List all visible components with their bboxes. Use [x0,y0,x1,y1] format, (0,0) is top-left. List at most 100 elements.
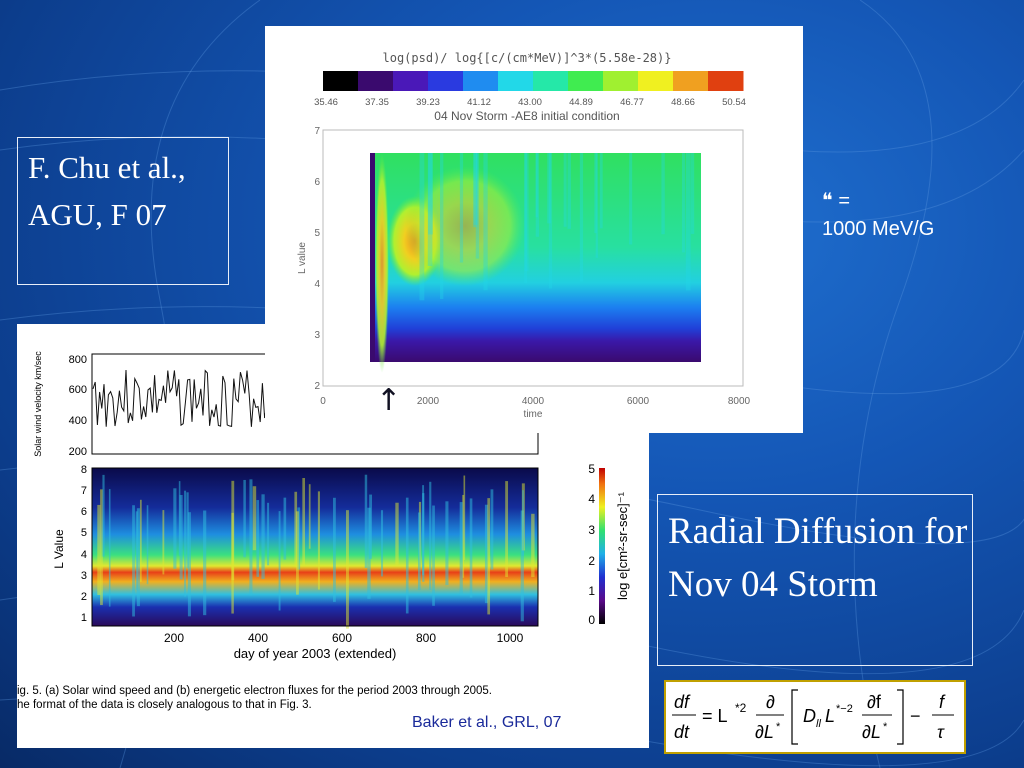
flux-spike [252,486,257,551]
flux-ytick: 8 [81,464,87,476]
flux-spike [345,510,349,629]
solar-wind-trace [92,369,268,428]
eq-minus: − [910,706,921,726]
sim-subtitle: 04 Nov Storm -AE8 initial condition [434,109,619,123]
flux-spike [395,502,399,565]
solar-wind-ylabel: Solar wind velocity km/sec [33,351,43,457]
flux-spike [231,480,235,581]
flux-ytick: 5 [81,527,87,539]
flux-cbar-label: log e[cm²-sr-sec]⁻¹ [615,491,630,600]
flux-ylabel: L Value [52,529,66,569]
sw-ytick: 200 [69,446,87,458]
sim-streak [595,153,598,258]
sim-streak [547,153,551,224]
sim-cbar-tick: 46.77 [620,97,644,108]
flux-xtick: 1000 [497,631,524,645]
sim-ytick: 6 [314,177,320,188]
sim-colorbar-swatch [428,71,464,91]
sim-streak [428,153,433,235]
flux-spike [429,481,432,590]
flux-spike [186,492,189,569]
eq-partial-L-sup: * [776,721,781,733]
flux-injection-spikes [97,474,535,629]
flux-spike [203,510,207,616]
sim-cbar-tick: 35.46 [314,97,338,108]
sim-cbar-tick: 39.23 [416,97,440,108]
flux-spike [520,510,524,622]
sim-colorbar-swatch [463,71,499,91]
sw-ytick: 600 [69,384,87,396]
flux-ytick: 4 [81,549,87,561]
sim-enhancement-halo [405,166,525,286]
flux-ytick: 3 [81,570,87,582]
simulation-figure: log(psd)/ log{[c/(cm*MeV)]^3*(5.58e-28)}… [265,26,803,433]
flux-spike [179,494,183,580]
sim-ytick: 7 [314,126,320,137]
sim-streak [599,153,603,229]
figure-caption-line2: he format of the data is closely analogo… [17,699,312,711]
flux-xtick: 400 [248,631,268,645]
flux-spike [484,504,489,604]
eq-partial-L: ∂L [755,722,774,742]
flux-spike [422,493,425,582]
flux-spike [445,501,449,586]
sim-xlabel: time [524,409,543,420]
flux-spike [162,510,165,575]
sim-storm-onset [375,153,389,373]
eq-tau: τ [937,722,945,742]
mu-symbol: ❝ [822,188,833,212]
eq-partial: ∂ [766,692,775,712]
sw-ytick: 400 [69,415,87,427]
flux-spike [308,484,311,549]
sim-streak [473,153,478,225]
sim-streak [579,153,584,282]
sim-streak [661,153,665,235]
sim-cbar-tick: 48.66 [671,97,695,108]
sim-streak [475,153,480,259]
slide-title: Radial Diffusion for Nov 04 Storm [668,511,968,605]
flux-spike [317,491,320,590]
simulation-plot: log(psd)/ log{[c/(cm*MeV)]^3*(5.58e-28)}… [297,51,751,420]
equation-box: df dt = L *2 ∂ ∂L * D ll L *−2 ∂f ∂L * −… [664,680,966,754]
flux-spike [256,500,260,577]
flux-cbar-tick: 3 [588,523,595,537]
sim-colorbar-swatch [603,71,639,91]
sim-streak [535,153,538,218]
sim-xtick: 2000 [417,396,440,407]
eq-L2: L [825,706,835,726]
title-box: Radial Diffusion for Nov 04 Storm [657,494,973,666]
flux-spike [146,505,149,585]
sim-colorbar-swatch [498,71,534,91]
flux-ytick: 6 [81,506,87,518]
sim-colorbar-swatch [533,71,569,91]
eq-lhs-den: dt [674,722,690,742]
eq-equals-L: = L [702,706,728,726]
eq-D: D [803,706,816,726]
eq-sup: *2 [735,701,747,715]
flux-spike [102,474,105,557]
flux-spike [469,498,473,598]
sim-xtick: 4000 [522,396,545,407]
flux-ytick: 1 [81,612,87,624]
sim-ylabel: L value [297,242,308,274]
chu-citation-box: F. Chu et al., AGU, F 07 [17,137,229,285]
sw-ytick: 800 [69,354,87,366]
chu-citation: F. Chu et al., AGU, F 07 [28,150,186,232]
sim-streak [567,153,571,229]
flux-spike [487,498,491,615]
sim-colorbar-title: log(psd)/ log{[c/(cm*MeV)]^3*(5.58e-28)} [383,51,672,65]
mu-equals: = [838,190,851,212]
sim-colorbar-swatch [673,71,709,91]
flux-xlabel: day of year 2003 (extended) [234,646,397,661]
sim-streak [427,153,433,267]
sim-cbar-tick: 50.54 [722,97,746,108]
sim-streak [690,153,695,234]
flux-spike [100,489,103,606]
flux-spike [132,505,135,617]
flux-spike [367,507,371,599]
flux-spike [296,511,299,595]
flux-ytick: 2 [81,591,87,603]
flux-xtick: 200 [164,631,184,645]
flux-spike [490,489,494,570]
flux-spike [505,481,509,577]
